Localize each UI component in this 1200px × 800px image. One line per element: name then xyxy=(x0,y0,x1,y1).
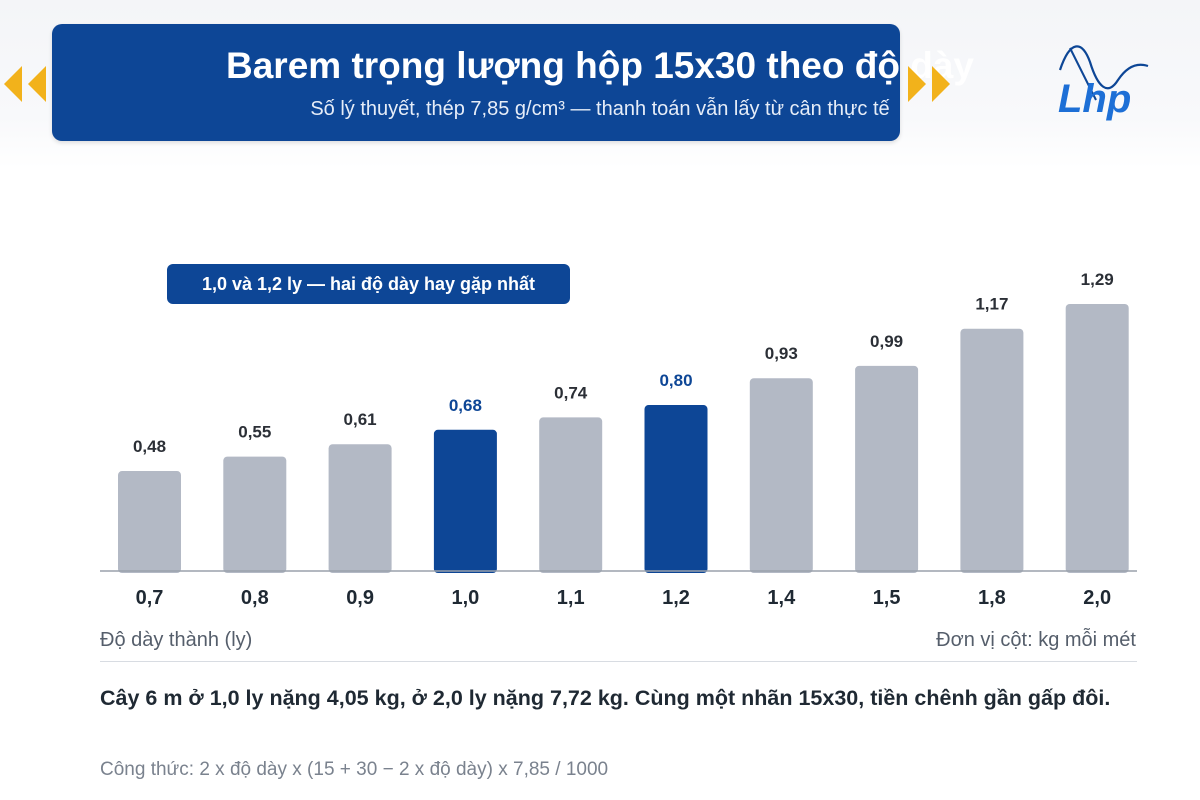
title-banner xyxy=(52,24,900,141)
x-tick-label: 0,8 xyxy=(241,587,269,609)
bar-1,5 xyxy=(855,365,919,573)
lhp-logo-icon: Lhp xyxy=(1058,45,1149,121)
x-tick-label: 1,1 xyxy=(557,587,585,609)
x-tick-label: 1,8 xyxy=(978,587,1006,609)
data-label: 1,17 xyxy=(975,295,1008,314)
x-tick-label: 1,0 xyxy=(451,587,479,609)
bar-1,1 xyxy=(539,417,603,573)
divider xyxy=(100,661,1137,662)
bar-2,0 xyxy=(1065,304,1129,573)
x-tick-label: 1,4 xyxy=(767,587,796,609)
data-label: 0,68 xyxy=(449,396,482,415)
x-tick-label: 0,9 xyxy=(346,587,374,609)
data-label: 0,61 xyxy=(344,410,377,429)
data-label: 0,93 xyxy=(765,344,798,363)
page-subtitle: Số lý thuyết, thép 7,85 g/cm³ — thanh to… xyxy=(310,98,890,120)
page-title: Barem trọng lượng hộp 15x30 theo độ dày xyxy=(226,45,974,86)
x-tick-label: 2,0 xyxy=(1083,587,1111,609)
x-axis-title: Độ dày thành (ly) xyxy=(100,629,253,651)
highlight-annotation: 1,0 và 1,2 ly — hai độ dày hay gặp nhất xyxy=(167,264,570,304)
formula-text: Công thức: 2 x độ dày x (15 + 30 − 2 x đ… xyxy=(100,759,609,780)
data-label: 0,74 xyxy=(554,383,588,402)
summary-note: Cây 6 m ở 1,0 ly nặng 4,05 kg, ở 2,0 ly … xyxy=(100,686,1111,710)
x-tick-label: 1,2 xyxy=(662,587,690,609)
data-label: 1,29 xyxy=(1081,270,1114,289)
data-label: 0,80 xyxy=(659,371,692,390)
x-tick-label: 0,7 xyxy=(136,587,164,609)
bar-1,2 xyxy=(644,405,708,573)
bar-1,8 xyxy=(960,328,1024,573)
data-label: 0,55 xyxy=(238,423,271,442)
bar-0,8 xyxy=(223,456,287,573)
chevron-left-double-icon[interactable] xyxy=(2,64,48,104)
bar-0,9 xyxy=(328,444,392,573)
logo-text: Lhp xyxy=(1058,77,1131,121)
x-tick-label: 1,5 xyxy=(873,587,901,609)
bar-1,4 xyxy=(749,378,813,573)
chevron-right-double-icon[interactable] xyxy=(906,64,952,104)
bar-0,7 xyxy=(118,471,181,573)
data-label: 0,99 xyxy=(870,332,903,351)
unit-label: Đơn vị cột: kg mỗi mét xyxy=(936,629,1136,651)
data-label: 0,48 xyxy=(133,437,166,456)
bar-1,0 xyxy=(433,429,497,573)
